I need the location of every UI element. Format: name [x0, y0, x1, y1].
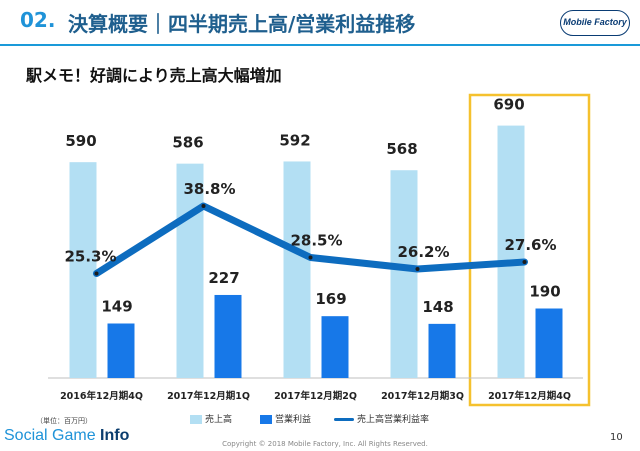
- legend-swatch-margin: [334, 418, 354, 421]
- point-margin-3: [308, 255, 313, 260]
- bar-operating-profit-1: [107, 323, 135, 378]
- bar-operating-profit-3: [321, 316, 349, 378]
- bar-revenue-2: [176, 163, 204, 378]
- company-logo: Mobile Factory: [560, 10, 630, 36]
- point-margin-1: [94, 271, 99, 276]
- label-revenue-4: 568: [386, 140, 417, 158]
- legend-item-operating-profit: 営業利益: [260, 412, 311, 425]
- bar-operating-profit-4: [428, 323, 456, 378]
- bar-operating-profit-5: [535, 308, 563, 378]
- label-operating-profit-1: 149: [101, 297, 132, 315]
- legend-label-operating-profit: 営業利益: [275, 415, 312, 425]
- label-operating-profit-5: 190: [529, 283, 560, 301]
- legend-label-margin: 売上高営業利益率: [357, 415, 430, 425]
- slide-header: 02. 決算概要｜四半期売上高/営業利益推移 Mobile Factory: [0, 0, 640, 46]
- footer-brand-bold: Info: [100, 427, 130, 444]
- bar-revenue-3: [283, 161, 311, 378]
- label-revenue-1: 590: [65, 132, 96, 150]
- label-revenue-3: 592: [279, 131, 310, 149]
- unit-note: （単位：百万円）: [36, 417, 92, 425]
- label-operating-profit-4: 148: [422, 298, 453, 316]
- x-tick-label-1: 2016年12月期4Q: [60, 390, 143, 402]
- slide-title: 決算概要｜四半期売上高/営業利益推移: [68, 12, 416, 36]
- section-number: 02.: [20, 8, 56, 32]
- label-revenue-5: 690: [493, 96, 524, 114]
- label-margin-4: 26.2%: [397, 243, 449, 261]
- label-operating-profit-2: 227: [208, 269, 239, 287]
- x-tick-label-3: 2017年12月期2Q: [274, 390, 357, 402]
- x-tick-label-4: 2017年12月期3Q: [381, 390, 464, 402]
- bar-revenue-4: [390, 170, 418, 378]
- header-rule: [0, 44, 640, 46]
- page-number: 10: [610, 432, 623, 443]
- point-margin-5: [522, 260, 527, 264]
- label-revenue-2: 586: [172, 134, 203, 152]
- logo-text: Mobile Factory: [563, 17, 627, 27]
- label-margin-3: 28.5%: [290, 232, 342, 250]
- point-margin-4: [415, 267, 420, 271]
- point-margin-2: [201, 204, 206, 208]
- legend-label-revenue: 売上高: [205, 415, 233, 425]
- footer-brand-plain: Social Game: [4, 427, 101, 444]
- footer-brand: Social Game Info: [4, 427, 129, 445]
- label-margin-5: 27.6%: [504, 236, 556, 254]
- x-tick-label-5: 2017年12月期4Q: [488, 390, 571, 402]
- highlight-box: [468, 93, 591, 407]
- slide-subtitle: 駅メモ！好調により売上高大幅増加: [26, 66, 282, 85]
- label-margin-2: 38.8%: [183, 180, 235, 198]
- bar-operating-profit-2: [214, 294, 242, 378]
- label-operating-profit-3: 169: [315, 290, 346, 308]
- x-tick-label-2: 2017年12月期1Q: [167, 390, 250, 402]
- legend-swatch-revenue: [190, 415, 202, 424]
- label-margin-1: 25.3%: [64, 248, 116, 266]
- legend-item-revenue: 売上高: [190, 412, 232, 425]
- legend-swatch-operating-profit: [260, 415, 272, 424]
- copyright: Copyright © 2018 Mobile Factory, Inc. Al…: [222, 440, 428, 448]
- bar-revenue-1: [69, 162, 97, 378]
- legend-item-margin: 売上高営業利益率: [334, 412, 429, 425]
- bar-revenue-5: [497, 125, 525, 379]
